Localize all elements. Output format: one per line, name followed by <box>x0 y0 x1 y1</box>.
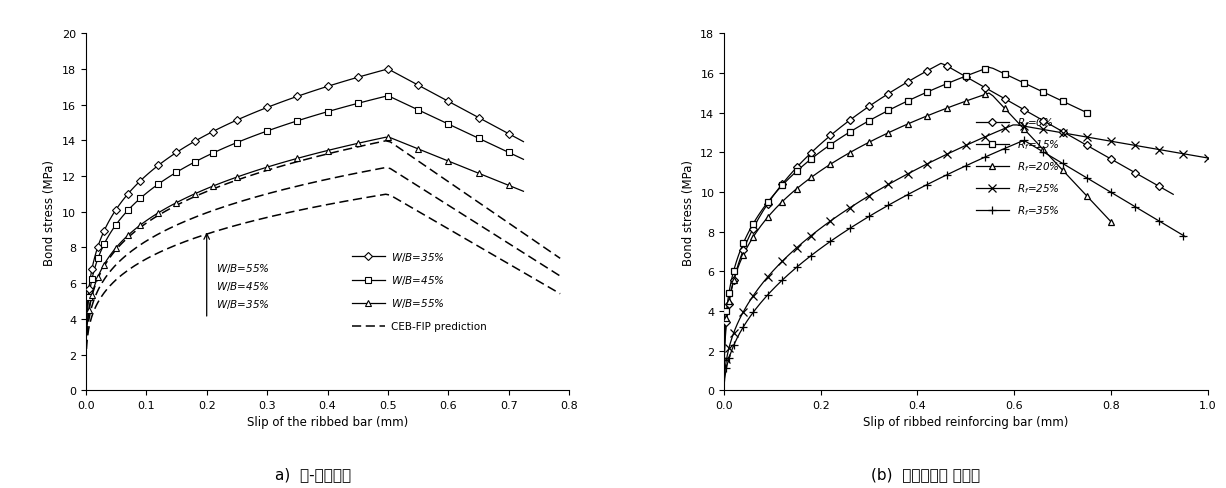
Text: CEB-FIP prediction: CEB-FIP prediction <box>391 321 487 331</box>
Text: $R_f$=25%: $R_f$=25% <box>1016 182 1059 195</box>
Text: $R_f$=15%: $R_f$=15% <box>1016 138 1059 152</box>
Y-axis label: Bond stress (MPa): Bond stress (MPa) <box>43 160 56 265</box>
Text: $W/B$=45%: $W/B$=45% <box>391 273 445 286</box>
Text: $W/B$=45%: $W/B$=45% <box>216 280 270 292</box>
Text: $W/B$=35%: $W/B$=35% <box>391 250 445 264</box>
Text: $R_f$=35%: $R_f$=35% <box>1016 203 1059 217</box>
X-axis label: Slip of ribbed reinforcing bar (mm): Slip of ribbed reinforcing bar (mm) <box>863 416 1069 428</box>
Text: $W/B$=55%: $W/B$=55% <box>216 262 270 275</box>
Text: a)  물-결합재비: a) 물-결합재비 <box>275 466 351 481</box>
Text: $R_f$=20%: $R_f$=20% <box>1016 160 1059 174</box>
X-axis label: Slip of the ribbed bar (mm): Slip of the ribbed bar (mm) <box>246 416 408 428</box>
Text: $R_f$=0%: $R_f$=0% <box>1016 116 1053 130</box>
Text: $W/B$=55%: $W/B$=55% <box>391 297 445 309</box>
Y-axis label: Bond stress (MPa): Bond stress (MPa) <box>682 160 695 265</box>
Text: (b)  플라이애쉬 치환율: (b) 플라이애쉬 치환율 <box>870 466 981 481</box>
Text: $W/B$=35%: $W/B$=35% <box>216 297 270 310</box>
